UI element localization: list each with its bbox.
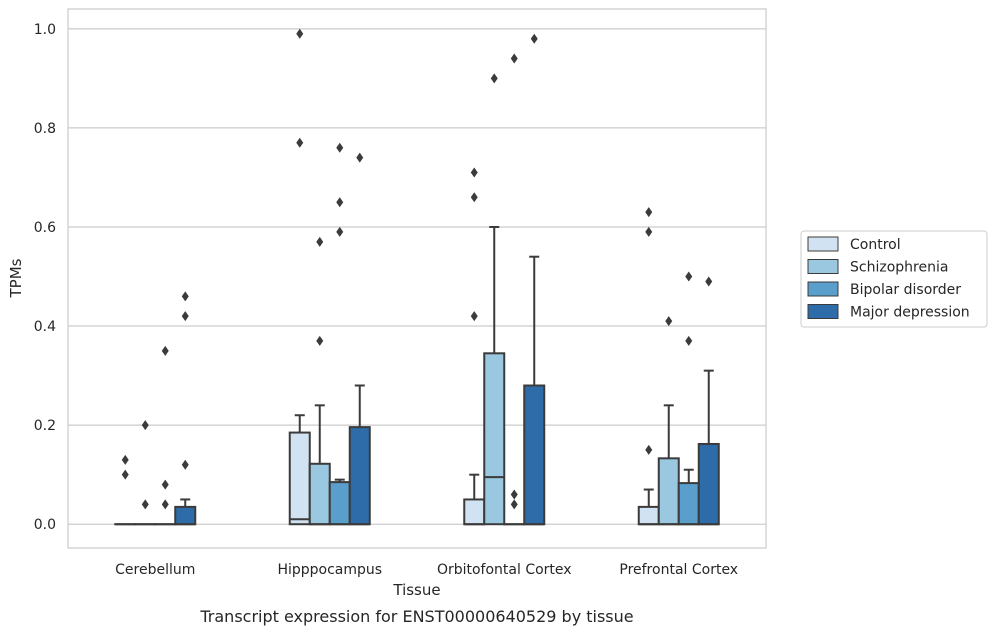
outlier-point <box>121 454 129 465</box>
box-bipolar-disorder <box>328 142 351 526</box>
plot-frame <box>67 8 767 549</box>
outlier-point <box>161 479 169 490</box>
outlier-point <box>141 420 149 431</box>
outlier-point <box>161 345 169 356</box>
box-body <box>308 462 331 526</box>
box-bipolar-disorder <box>677 271 700 526</box>
outlier-point <box>181 311 189 322</box>
box-body <box>523 384 546 526</box>
y-tick-label: 0.6 <box>34 220 56 236</box>
box-body <box>174 505 197 526</box>
x-axis-ticks: Cerebellum Hipppocampus Orbitofontal Corte… <box>115 562 738 578</box>
legend-swatch <box>807 304 839 319</box>
outlier-point <box>141 499 149 510</box>
box-bipolar-disorder <box>154 345 177 526</box>
box-control <box>463 167 486 526</box>
outlier-point <box>470 192 478 203</box>
outlier-point <box>510 489 518 500</box>
outlier-point <box>470 167 478 178</box>
box-major-depression <box>174 291 197 526</box>
y-tick-label: 0.0 <box>34 517 56 533</box>
legend-label: Schizophrenia <box>850 260 948 276</box>
box-body <box>677 482 700 526</box>
chart-caption: Transcript expression for ENST0000064052… <box>199 607 633 626</box>
plot-area <box>114 28 720 526</box>
outlier-point <box>705 276 713 287</box>
legend-swatch <box>807 259 839 274</box>
legend-label: Bipolar disorder <box>850 282 961 298</box>
x-tick-label: Cerebellum <box>115 562 195 578</box>
outlier-point <box>645 226 653 237</box>
outlier-point <box>316 335 324 346</box>
box-bipolar-disorder <box>503 53 526 526</box>
outlier-point <box>316 236 324 247</box>
outlier-point <box>510 53 518 64</box>
legend-label: Major depression <box>850 305 970 321</box>
box-body <box>657 457 680 526</box>
outlier-point <box>296 28 304 39</box>
box-body <box>463 498 486 526</box>
x-tick-label: Orbitofontal Cortex <box>437 562 572 578</box>
legend-label: Control <box>850 237 901 253</box>
box-control <box>288 28 311 526</box>
y-tick-label: 1.0 <box>34 22 56 38</box>
legend: Control Schizophrenia Bipolar disorder Majo… <box>800 230 988 328</box>
outlier-point <box>181 459 189 470</box>
outlier-point <box>336 226 344 237</box>
y-tick-label: 0.8 <box>34 121 56 137</box>
outlier-point <box>296 137 304 148</box>
outlier-point <box>665 316 673 327</box>
outlier-point <box>336 142 344 153</box>
outlier-point <box>645 444 653 455</box>
x-tick-label: Prefrontal Cortex <box>619 562 738 578</box>
legend-swatch <box>807 281 839 297</box>
outlier-point <box>530 33 538 44</box>
x-axis-label: Tissue <box>392 581 440 599</box>
box-control <box>114 454 137 526</box>
box-body <box>288 431 311 526</box>
box-body <box>697 442 720 526</box>
box-body <box>348 426 371 526</box>
x-tick-label: Hipppocampus <box>277 562 382 578</box>
box-body <box>637 505 660 526</box>
outlier-point <box>490 73 498 84</box>
box-schizophrenia <box>657 316 680 526</box>
grid-lines <box>68 28 766 525</box>
box-major-depression <box>348 152 371 526</box>
box-control <box>637 207 660 526</box>
outlier-point <box>645 207 653 218</box>
outlier-point <box>685 335 693 346</box>
y-axis-ticks: 0.0 0.2 0.4 0.6 0.8 1.0 <box>34 22 56 533</box>
y-tick-label: 0.4 <box>34 319 56 335</box>
outlier-point <box>336 197 344 208</box>
y-axis-label: TPMs <box>7 258 25 298</box>
box-body <box>483 352 506 526</box>
box-major-depression <box>523 33 546 526</box>
box-schizophrenia <box>134 420 157 526</box>
outlier-point <box>510 499 518 510</box>
outlier-point <box>685 271 693 282</box>
box-schizophrenia <box>308 236 331 526</box>
legend-swatch <box>807 236 839 252</box>
outlier-point <box>356 152 364 163</box>
y-tick-label: 0.2 <box>34 418 56 434</box>
box-schizophrenia <box>483 73 506 526</box>
legend-frame <box>800 230 988 328</box>
box-body <box>328 481 351 526</box>
outlier-point <box>161 499 169 510</box>
box-major-depression <box>697 276 720 526</box>
outlier-point <box>470 311 478 322</box>
outlier-point <box>121 469 129 480</box>
outlier-point <box>181 291 189 302</box>
